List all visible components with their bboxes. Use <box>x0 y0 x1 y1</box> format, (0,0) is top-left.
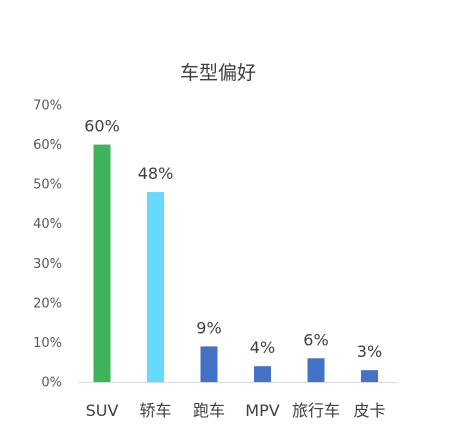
y-tick-label: 60% <box>33 138 62 153</box>
bar-series: 60% 48% 9% 4% 6% 3% <box>84 117 382 382</box>
chart-title: 车型偏好 <box>180 62 256 84</box>
y-tick-label: 40% <box>33 217 62 232</box>
y-tick-label: 0% <box>41 376 62 391</box>
y-tick-label: 30% <box>33 257 62 272</box>
bar <box>254 366 271 382</box>
y-tick-label: 50% <box>33 178 62 193</box>
bar <box>147 192 164 382</box>
y-tick-label: 10% <box>33 336 62 351</box>
y-tick-label: 70% <box>33 99 62 114</box>
data-label: 6% <box>303 330 328 349</box>
y-tick-label: 20% <box>33 296 62 311</box>
x-tick-label: 跑车 <box>193 401 225 420</box>
data-label: 60% <box>84 117 120 136</box>
x-tick-label: SUV <box>86 401 119 420</box>
data-label: 4% <box>250 338 275 357</box>
x-tick-label: 轿车 <box>139 401 171 420</box>
data-label: 48% <box>138 164 174 183</box>
data-label: 3% <box>357 342 382 361</box>
y-axis: 0% 10% 20% 30% 40% 50% 60% 70% <box>33 99 62 391</box>
x-tick-label: 旅行车 <box>292 401 340 420</box>
x-axis: SUV 轿车 跑车 MPV 旅行车 皮卡 <box>86 401 386 420</box>
bar <box>93 144 111 382</box>
bar <box>307 358 325 382</box>
bar <box>361 370 378 382</box>
x-tick-label: MPV <box>245 401 279 420</box>
x-tick-label: 皮卡 <box>353 401 385 420</box>
data-label: 9% <box>196 318 221 337</box>
bar <box>200 346 218 382</box>
